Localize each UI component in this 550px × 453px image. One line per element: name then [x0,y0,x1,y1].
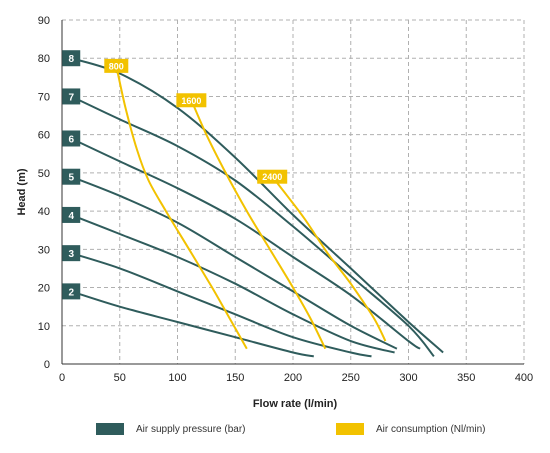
y-tick-label: 70 [38,91,50,103]
y-tick-label: 80 [38,53,50,65]
pressure-badge-2 [62,283,81,300]
legend-swatch-pressure [96,423,124,435]
pressure-badge-label-8: 8 [68,54,74,65]
pressure-curve-3-bar [70,252,372,358]
grid-lines [61,19,525,365]
pressure-badge-7 [62,88,81,105]
pressure-badge-label-7: 7 [68,92,74,103]
pressure-curve-6-bar [70,137,421,350]
x-tick-label: 350 [457,372,475,384]
consumption-curve-800 [115,65,248,350]
y-tick-label: 20 [38,283,50,295]
curve-labels: 2 3 4 5 6 7 8 800 1600 2400 [62,50,288,300]
pressure-curve-4-bar [70,213,395,354]
pressure-badge-label-2: 2 [68,287,74,298]
consumption-curves [115,65,387,350]
pressure-badge-5 [62,168,81,185]
x-tick-label: 50 [114,372,126,384]
pressure-badge-label-3: 3 [68,249,74,260]
legend-label-pressure: Air supply pressure (bar) [136,423,246,435]
x-tick-label: 200 [284,372,302,384]
consumption-badge-label-800: 800 [109,61,124,71]
legend-item-pressure: Air supply pressure (bar) [96,423,245,435]
x-tick-label: 300 [399,372,417,384]
y-tick-label: 60 [38,130,50,142]
pressure-badge-label-6: 6 [68,134,74,145]
y-axis-title: Head (m) [16,168,28,215]
x-tick-label: 150 [226,372,244,384]
legend-swatch-consumption [336,423,364,435]
pressure-badge-label-4: 4 [68,211,74,222]
pressure-badge-label-5: 5 [68,173,74,184]
x-tick-label: 400 [515,372,533,384]
y-tick-label: 30 [38,244,50,256]
consumption-badge-2400 [257,169,288,184]
x-axis-title: Flow rate (l/min) [253,398,338,410]
consumption-badge-1600 [176,93,207,108]
pressure-badge-8 [62,50,81,67]
consumption-curve-2400 [271,176,387,342]
pressure-badge-6 [62,130,81,147]
x-tick-label: 250 [342,372,360,384]
y-tick-label: 10 [38,321,50,333]
pressure-curve-8-bar [70,57,444,354]
y-tick-label: 0 [44,359,50,371]
consumption-badge-800 [104,58,129,73]
y-tick-label: 50 [38,168,50,180]
pressure-curve-2-bar [70,290,314,358]
y-tick-label: 90 [38,15,50,27]
consumption-curve-1600 [190,99,327,350]
x-tick-label: 0 [59,372,65,384]
legend-item-consumption: Air consumption (Nl/min) [336,423,485,435]
legend-label-consumption: Air consumption (Nl/min) [376,423,486,435]
consumption-badge-label-1600: 1600 [181,96,201,106]
pressure-curve-5-bar [70,175,398,350]
axis-ticks: 0 50 100 150 200 250 300 350 400 0 10 20 30 40 50 60 70 8… [38,15,533,384]
pressure-curves [70,57,444,358]
pressure-badge-3 [62,245,81,262]
y-tick-label: 40 [38,206,50,218]
consumption-badge-label-2400: 2400 [262,172,282,182]
x-tick-label: 100 [168,372,186,384]
pressure-badge-4 [62,206,81,223]
